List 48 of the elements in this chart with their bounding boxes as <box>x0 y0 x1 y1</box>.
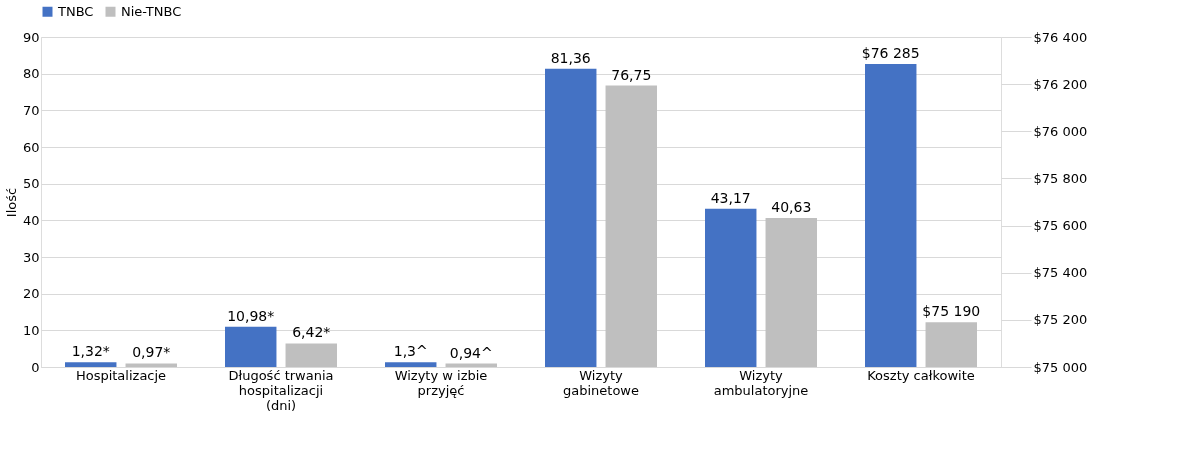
y-tick-label: 80 <box>22 66 40 82</box>
x-tick-label: Hospitalizacje <box>75 367 167 383</box>
data-label: 81,36 <box>550 49 591 66</box>
y2-tick-label: $75 400 <box>1033 265 1088 281</box>
y2-tick-label: $76 000 <box>1033 123 1088 139</box>
y2-tick-label: $76 400 <box>1033 29 1088 45</box>
x-tick-label: Długość trwania hospitalizacji (dni) <box>228 367 334 413</box>
legend-label: Nie-TNBC <box>121 3 182 19</box>
x-tick-label: Koszty całkowite <box>867 367 975 383</box>
bar <box>765 218 817 367</box>
y-tick-label: 20 <box>22 286 40 302</box>
data-label: 0,97* <box>132 344 171 361</box>
bar <box>385 362 437 367</box>
data-label: 0,94^ <box>449 344 493 361</box>
y2-tick-label: $76 200 <box>1033 76 1088 92</box>
x-tick-label: Wizyty w izbie przyjęć <box>394 367 488 398</box>
data-label: 6,42* <box>292 324 331 341</box>
data-label: $76 285 <box>861 45 920 62</box>
bar <box>605 85 657 367</box>
y-tick-label: 90 <box>22 29 40 45</box>
bar <box>705 208 757 367</box>
x-tick-label: Wizyty ambulatoryjne <box>713 367 809 398</box>
y2-tick-label: $75 600 <box>1033 218 1088 234</box>
y-tick-label: 0 <box>31 359 40 375</box>
data-label: 76,75 <box>611 66 652 83</box>
data-label: 1,32* <box>71 343 110 360</box>
y2-tick-label: $75 000 <box>1033 359 1088 375</box>
y2-tick-label: $75 200 <box>1033 312 1088 328</box>
data-label: 10,98* <box>227 307 275 324</box>
bar <box>285 343 337 367</box>
bar <box>65 362 117 367</box>
data-label: $75 190 <box>922 303 981 320</box>
y-tick-label: 30 <box>22 249 40 265</box>
bar <box>125 363 177 367</box>
y-tick-label: 10 <box>22 322 40 338</box>
y-axis-title: Ilość <box>3 187 19 218</box>
y-tick-label: 60 <box>22 139 40 155</box>
y-tick-label: 40 <box>22 212 40 228</box>
y-tick-label: 50 <box>22 176 40 192</box>
bar <box>225 326 277 367</box>
y-tick-label: 70 <box>22 102 40 118</box>
data-label: 1,3^ <box>393 343 428 360</box>
legend-label: TNBC <box>57 3 94 19</box>
data-label: 40,63 <box>771 199 812 216</box>
data-label: 43,17 <box>710 189 751 206</box>
bar <box>545 68 597 367</box>
x-tick-label: Wizyty gabinetowe <box>562 367 640 398</box>
y2-tick-label: $75 800 <box>1033 170 1088 186</box>
